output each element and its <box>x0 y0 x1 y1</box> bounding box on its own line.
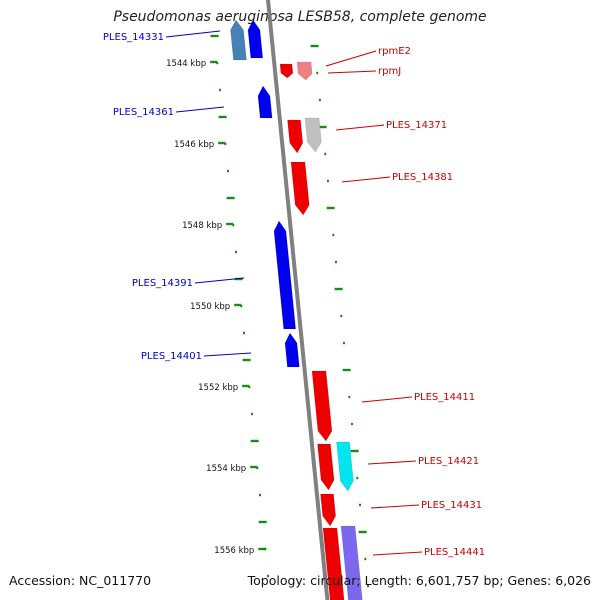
gene-ples-14331[interactable] <box>247 19 264 59</box>
gene-ples-14381[interactable] <box>290 161 310 216</box>
label-ples-14421-leader <box>367 460 417 465</box>
gene-ples-14391[interactable] <box>273 220 297 330</box>
label-ples-14441-leader <box>372 551 423 556</box>
genome-backbone <box>265 0 330 600</box>
label-ples-14381[interactable]: PLES_14381 <box>392 172 453 183</box>
map-title: Pseudomonas aeruginosa LESB58, complete … <box>113 9 487 25</box>
label-ples-14361-leader <box>175 106 225 113</box>
gene-ples-14431[interactable] <box>320 493 336 527</box>
label-ples-14411[interactable]: PLES_14411 <box>414 392 475 403</box>
gene-ples-14421[interactable] <box>317 443 335 491</box>
label-ples-14401[interactable]: PLES_14401 <box>141 351 202 362</box>
genome-summary-text: Topology: circular; Length: 6,601,757 bp… <box>247 573 591 588</box>
label-ples-14371-leader <box>335 124 385 131</box>
label-ples-14331-leader <box>165 30 221 38</box>
gene-ples-14411[interactable] <box>311 370 333 442</box>
label-rpme2-leader <box>325 50 377 67</box>
label-rpmj-leader <box>327 70 377 74</box>
gene-rpmj[interactable] <box>296 61 313 81</box>
axis-label: 1548 kbp <box>182 221 222 231</box>
label-ples-14371[interactable]: PLES_14371 <box>386 120 447 131</box>
label-ples-14441[interactable]: PLES_14441 <box>424 547 485 558</box>
label-rpme2[interactable]: rpmE2 <box>378 46 411 57</box>
label-ples-14361[interactable]: PLES_14361 <box>113 107 174 118</box>
label-ples-14391[interactable]: PLES_14391 <box>132 278 193 289</box>
label-ples-14331[interactable]: PLES_14331 <box>103 32 164 43</box>
axis-label: 1552 kbp <box>198 383 238 393</box>
label-ples-14431-leader <box>370 504 420 509</box>
gene-ples-14361[interactable] <box>257 85 273 119</box>
gene-ples-14401[interactable] <box>284 332 300 368</box>
label-ples-14431[interactable]: PLES_14431 <box>421 500 482 511</box>
gene-ples-14371-b[interactable] <box>304 117 322 153</box>
gene-ples-14441-b[interactable] <box>340 525 363 600</box>
label-ples-14391-leader <box>194 277 245 284</box>
axis-label: 1554 kbp <box>206 464 246 474</box>
axis-label: 1556 kbp <box>214 546 254 556</box>
label-ples-14411-leader <box>361 396 413 403</box>
label-ples-14401-leader <box>203 352 252 357</box>
label-rpmj[interactable]: rpmJ <box>378 66 401 77</box>
gene-ples-14331-part[interactable] <box>230 19 247 61</box>
gene-ples-14421-b[interactable] <box>336 441 354 492</box>
gene-rpme2[interactable] <box>279 63 294 79</box>
axis-label: 1550 kbp <box>190 302 230 312</box>
gene-ples-14441[interactable] <box>322 527 345 600</box>
label-ples-14421[interactable]: PLES_14421 <box>418 456 479 467</box>
accession-text: Accession: NC_011770 <box>9 573 152 588</box>
axis-label: 1546 kbp <box>174 140 214 150</box>
gene-ples-14371[interactable] <box>287 119 304 154</box>
label-ples-14381-leader <box>341 176 391 183</box>
axis-label: 1544 kbp <box>166 59 206 69</box>
